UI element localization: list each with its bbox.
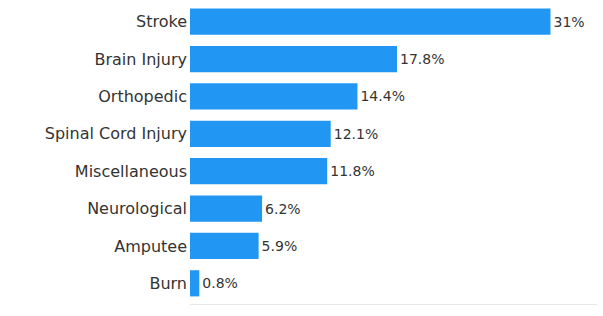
svg-text:11.8%: 11.8% — [330, 163, 374, 179]
svg-text:Neurological: Neurological — [87, 199, 187, 218]
svg-text:17.8%: 17.8% — [400, 51, 444, 67]
svg-text:31%: 31% — [553, 14, 584, 30]
svg-text:Brain Injury: Brain Injury — [94, 50, 187, 69]
svg-text:Burn: Burn — [149, 274, 187, 293]
svg-text:0.8%: 0.8% — [202, 275, 238, 291]
svg-text:Stroke: Stroke — [136, 12, 187, 31]
svg-text:14.4%: 14.4% — [360, 88, 404, 104]
svg-text:5.9%: 5.9% — [262, 238, 298, 254]
svg-text:Orthopedic: Orthopedic — [98, 87, 187, 106]
svg-text:6.2%: 6.2% — [265, 201, 301, 217]
svg-text:Spinal Cord Injury: Spinal Cord Injury — [45, 124, 187, 143]
svg-text:12.1%: 12.1% — [334, 126, 378, 142]
svg-text:Miscellaneous: Miscellaneous — [75, 162, 187, 181]
svg-text:Amputee: Amputee — [114, 237, 187, 256]
